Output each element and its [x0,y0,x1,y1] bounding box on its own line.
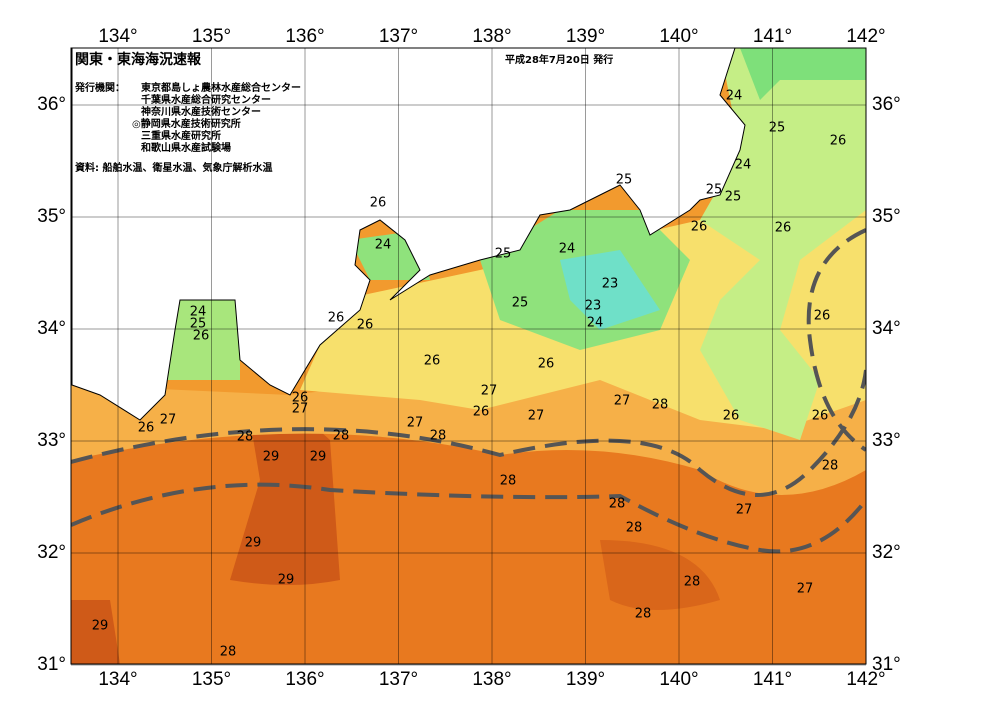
lon-label: 141° [753,26,792,47]
lon-label: 140° [659,26,698,47]
contour-label: 24 [190,305,207,320]
contour-label: 27 [160,413,177,428]
contour-label: 27 [614,394,631,409]
issuer-label: 発行機関： [74,81,125,94]
lon-label: 137° [379,26,418,47]
contour-label: 26 [691,220,708,235]
contour-label: 26 [830,134,847,149]
contour-label: 29 [278,573,295,588]
contour-label: 25 [769,121,786,136]
contour-label: 26 [812,409,829,424]
contour-label: 29 [263,450,280,465]
lon-label: 135° [192,26,231,47]
contour-label: 27 [797,582,814,597]
contour-label: 26 [328,311,345,326]
contour-label: 28 [237,430,254,445]
lon-label: 140° [659,669,698,690]
contour-label: 27 [528,409,545,424]
contour-label: 28 [626,521,643,536]
lon-label: 138° [472,26,511,47]
contour-label: 25 [706,183,723,198]
contour-label: 26 [814,309,831,324]
contour-label: 27 [407,416,424,431]
contour-label: 28 [652,398,669,413]
contour-label: 29 [92,619,109,634]
lat-label: 31° [37,654,66,675]
lon-label: 136° [285,669,324,690]
contour-label: 29 [245,536,262,551]
contour-label: 28 [822,459,839,474]
contour-label: 28 [220,645,237,660]
lat-label: 31° [872,654,901,675]
source: 資料: 船舶水温、衛星水温、気象庁解析水温 [75,161,272,174]
contour-label: 24 [735,158,752,173]
lat-label: 36° [37,94,66,115]
lon-label: 138° [472,669,511,690]
contour-label: 28 [684,575,701,590]
contour-label: 26 [138,421,155,436]
lat-label: 33° [37,430,66,451]
issuer: 神奈川県水産技術センター [141,105,261,118]
contour-label: 26 [357,318,374,333]
contour-label: 28 [430,429,447,444]
date: 平成28年7月20日 発行 [505,53,613,66]
sea-fill [71,48,866,664]
lon-label: 134° [98,669,137,690]
contour-label: 27 [292,402,309,417]
contour-label: 25 [725,190,742,205]
lat-label: 32° [872,542,901,563]
contour-label: 28 [500,474,517,489]
issuer: 東京都島しょ農林水産総合センター [141,81,301,94]
issuer: ◎静岡県水産技術研究所 [132,117,241,130]
lon-label: 141° [753,669,792,690]
lat-label: 33° [872,430,901,451]
lon-label: 136° [285,26,324,47]
lon-label: 139° [566,26,605,47]
issuer: 和歌山県水産試験場 [140,141,231,154]
issuer: 千葉県水産総合研究センター [141,93,271,106]
lat-label: 35° [37,206,66,227]
contour-label: 27 [481,384,498,399]
lat-label: 36° [872,94,901,115]
contour-label: 27 [736,503,753,518]
contour-label: 26 [292,391,309,406]
contour-label: 25 [616,173,633,188]
contour-label: 24 [587,316,604,331]
contour-label: 26 [424,354,441,369]
contour-label: 26 [193,329,210,344]
contour-label: 28 [609,497,626,512]
contour-label: 25 [495,247,512,262]
contour-label: 29 [310,450,327,465]
lat-label: 34° [37,318,66,339]
lon-label: 142° [846,669,885,690]
contour-label: 28 [333,429,350,444]
contour-label: 26 [723,409,740,424]
contour-label: 28 [635,607,652,622]
contour-label: 25 [512,296,529,311]
lon-label: 135° [192,669,231,690]
contour-label: 24 [375,238,392,253]
lon-label: 142° [846,26,885,47]
lat-label: 35° [872,206,901,227]
lat-label: 34° [872,318,901,339]
contour-label: 26 [775,221,792,236]
contour-label: 24 [559,242,576,257]
lon-label: 134° [98,26,137,47]
title: 関東・東海海況速報 [75,51,202,68]
contour-label: 26 [370,196,387,211]
contour-label: 23 [585,299,602,314]
contour-label: 24 [726,89,743,104]
lat-label: 32° [37,542,66,563]
contour-label: 26 [473,405,490,420]
contour-label: 26 [538,357,555,372]
lon-label: 139° [566,669,605,690]
issuer: 三重県水産研究所 [141,129,221,142]
contour-label: 25 [190,317,207,332]
lon-label: 137° [379,669,418,690]
contour-label: 23 [602,277,619,292]
